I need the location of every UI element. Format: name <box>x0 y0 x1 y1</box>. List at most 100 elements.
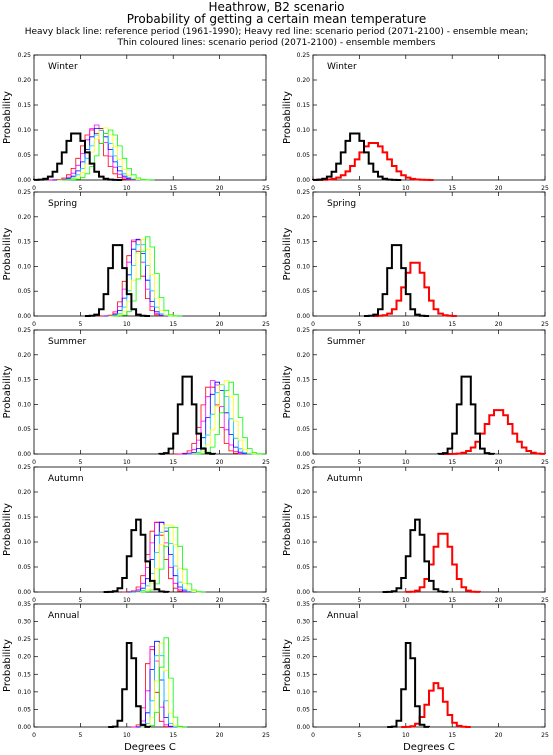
panel-autumn-members-y-tick-label: 0.25 <box>18 464 32 471</box>
panel-summer-mean-ylabel: Probability <box>282 365 293 418</box>
panel-autumn-members-y-tick-label: 0.10 <box>18 539 32 546</box>
panel-autumn-mean-y-tick-label: 0.00 <box>297 589 311 596</box>
panel-spring-members-y-tick-label: 0.15 <box>18 239 32 246</box>
panel-autumn-mean-frame <box>312 466 546 593</box>
panel-winter-mean-reference-line <box>312 132 402 181</box>
panel-autumn-mean-reference-line <box>382 518 449 593</box>
panel-summer-members-x-tick-label: 15 <box>169 459 177 466</box>
panel-autumn-mean-y-tick-label: 0.25 <box>297 464 311 471</box>
panel-winter-members-y-tick-label: 0.15 <box>18 102 32 109</box>
panel-spring-members-x-tick-label: 5 <box>78 321 82 328</box>
panel-winter-mean-y-tick-label: 0.25 <box>297 52 311 59</box>
panel-spring-members-x-tick-label: 20 <box>216 321 224 328</box>
panel-winter-mean-y-tick-label: 0.20 <box>297 77 311 84</box>
panel-spring-members-reference-line <box>85 244 150 317</box>
panel-winter-members-x-tick-label: 20 <box>216 185 224 192</box>
panel-summer-mean-y-tick-label: 0.15 <box>297 377 311 384</box>
panel-annual-members-member-2-line <box>131 646 174 728</box>
panel-winter-mean-x-tick-label: 5 <box>357 185 361 192</box>
panel-autumn-mean-x-tick-label: 0 <box>311 597 315 604</box>
panel-annual-members-y-tick-label: 0.00 <box>18 724 32 731</box>
panel-summer-members-x-tick-label: 20 <box>216 459 224 466</box>
panel-autumn-mean-x-tick-label: 10 <box>402 597 410 604</box>
panel-spring-members-y-tick-label: 0.10 <box>18 263 32 270</box>
chart-title: Heathrow, B2 scenario <box>208 0 345 14</box>
panel-summer-members-y-tick-label: 0.10 <box>18 401 32 408</box>
panel-autumn-mean-scenario-mean-line <box>404 532 481 593</box>
panel-spring-members-x-tick-label: 0 <box>32 321 36 328</box>
xlabel-right: Degrees C <box>403 742 455 753</box>
panel-winter-mean-season-label: Winter <box>327 62 357 72</box>
panel-summer-mean-scenario-mean-line <box>442 409 546 455</box>
panel-autumn-mean-y-tick-label: 0.20 <box>297 489 311 496</box>
panel-summer-members-x-tick-label: 10 <box>123 459 131 466</box>
panel-annual-members-member-3-line <box>136 640 178 728</box>
panel-annual-mean-frame <box>312 603 546 728</box>
panel-winter-members-member-6-line <box>61 129 155 181</box>
panel-winter-members-y-tick-label: 0.25 <box>18 52 32 59</box>
panel-annual-mean-season-label: Annual <box>327 611 358 621</box>
panel-winter-mean-x-tick-label: 0 <box>311 185 315 192</box>
panel-autumn-members-x-tick-label: 10 <box>123 597 131 604</box>
panel-annual-members-y-tick-label: 0.25 <box>18 636 32 643</box>
panel-annual-members-ylabel: Probability <box>2 639 13 692</box>
panel-autumn-mean-ylabel: Probability <box>282 503 293 556</box>
panel-spring-members-member-6-line <box>112 236 183 317</box>
panel-annual-mean-y-tick-label: 0.25 <box>297 636 311 643</box>
panel-spring-members-x-tick-label: 15 <box>169 321 177 328</box>
panel-spring-mean-y-tick-label: 0.25 <box>297 189 311 196</box>
panel-annual-members-y-tick-label: 0.20 <box>18 654 32 661</box>
panel-winter-members-x-tick-label: 10 <box>123 185 131 192</box>
panel-summer-members-member-4-line <box>187 384 257 455</box>
panel-winter-members-y-tick-label: 0.00 <box>18 177 32 184</box>
panel-annual-members-member-6-line <box>145 637 188 728</box>
panel-winter-mean-x-tick-label: 15 <box>448 185 456 192</box>
panel-winter-members-y-tick-label: 0.10 <box>18 127 32 134</box>
panel-summer-members-member-2-line <box>177 380 248 455</box>
panel-autumn-members-y-tick-label: 0.00 <box>18 589 32 596</box>
panel-annual-mean-ylabel: Probability <box>282 639 293 692</box>
panel-winter-members-member-5-line <box>57 127 150 181</box>
panel-annual-members-member-1-line <box>131 649 174 728</box>
panel-spring-mean-season-label: Spring <box>327 199 356 209</box>
panel-autumn-members-x-tick-label: 20 <box>216 597 224 604</box>
panel-spring-mean-y-tick-label: 0.05 <box>297 288 311 295</box>
panel-summer-members-season-label: Summer <box>48 337 86 347</box>
panel-spring-mean-y-tick-label: 0.10 <box>297 263 311 270</box>
panel-spring-members-member-3-line <box>103 238 174 317</box>
panel-autumn-mean-y-tick-label: 0.10 <box>297 539 311 546</box>
panel-winter-mean-y-tick-label: 0.15 <box>297 102 311 109</box>
panel-summer-members-frame <box>33 329 267 455</box>
panel-annual-members-reference-line <box>108 642 151 728</box>
panel-summer-mean-y-tick-label: 0.00 <box>297 451 311 458</box>
panel-annual-members-y-tick-label: 0.30 <box>18 619 32 626</box>
panel-annual-mean-y-tick-label: 0.00 <box>297 724 311 731</box>
panel-spring-mean-x-tick-label: 10 <box>402 321 410 328</box>
panel-winter-mean-x-tick-label: 25 <box>541 185 549 192</box>
legend-caption-line-2: Thin coloured lines: scenario period (20… <box>117 38 436 48</box>
panel-summer-members-x-tick-label: 5 <box>78 459 82 466</box>
panel-winter-members-x-tick-label: 15 <box>169 185 177 192</box>
panel-autumn-members-x-tick-label: 15 <box>169 597 177 604</box>
panel-spring-members-y-tick-label: 0.00 <box>18 313 32 320</box>
panel-summer-members-member-3-line <box>182 381 253 455</box>
panel-winter-mean-frame <box>312 54 546 181</box>
panel-spring-mean-x-tick-label: 5 <box>357 321 361 328</box>
panel-annual-mean-y-tick-label: 0.20 <box>297 654 311 661</box>
panel-annual-mean-y-tick-label: 0.30 <box>297 619 311 626</box>
panel-winter-members-y-tick-label: 0.20 <box>18 77 32 84</box>
panel-annual-mean-y-tick-label: 0.05 <box>297 706 311 713</box>
panel-spring-mean-x-tick-label: 0 <box>311 321 315 328</box>
panel-summer-members-member-5-line <box>191 380 262 455</box>
panel-summer-mean-x-tick-label: 15 <box>448 459 456 466</box>
panel-summer-members-y-tick-label: 0.00 <box>18 451 32 458</box>
panel-annual-members-season-label: Annual <box>48 611 79 621</box>
panel-autumn-members-reference-line <box>103 518 170 593</box>
panel-spring-mean-y-tick-label: 0.20 <box>297 214 311 221</box>
panel-autumn-members-x-tick-label: 25 <box>262 597 270 604</box>
panel-annual-members-y-tick-label: 0.35 <box>18 601 32 608</box>
panel-summer-members-y-tick-label: 0.15 <box>18 377 32 384</box>
panel-spring-mean-y-tick-label: 0.15 <box>297 239 311 246</box>
legend-caption-line-1: Heavy black line: reference period (1961… <box>24 27 529 37</box>
panel-summer-mean-y-tick-label: 0.10 <box>297 401 311 408</box>
